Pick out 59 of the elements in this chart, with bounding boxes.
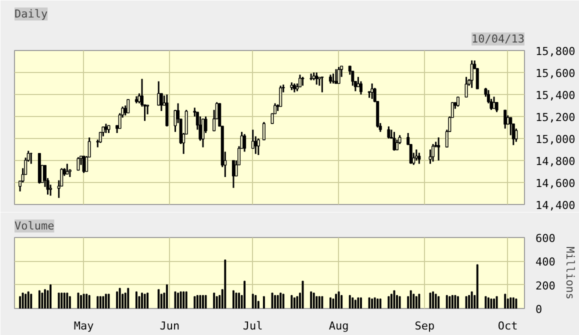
candlestick — [279, 84, 282, 108]
candlestick — [315, 72, 318, 86]
y-tick-label: 200 — [536, 279, 556, 292]
x-tick-label: Sep — [414, 320, 435, 332]
candlestick — [201, 118, 204, 148]
candlestick — [387, 126, 390, 140]
candlestick — [370, 82, 374, 100]
candlestick — [160, 92, 163, 112]
y-tick-label: 0 — [536, 303, 542, 316]
x-tick-label: Jun — [160, 320, 180, 332]
candlestick — [395, 138, 399, 151]
y-tick-label: 600 — [536, 232, 556, 245]
candlestick — [320, 76, 324, 94]
candlestick — [256, 138, 260, 156]
candlestick — [359, 80, 362, 96]
candlestick — [495, 101, 498, 113]
y-tick-label: 14,400 — [536, 199, 576, 212]
candlestick — [470, 60, 474, 89]
candlestick — [509, 116, 512, 136]
y-axis-title: Millions — [563, 246, 576, 300]
chart-title: Daily — [14, 8, 48, 20]
candlestick — [464, 76, 468, 98]
candlestick — [337, 66, 340, 84]
candlestick — [418, 152, 421, 165]
candlestick — [514, 128, 518, 143]
candlestick — [243, 133, 246, 152]
candlestick — [334, 68, 338, 84]
y-tick-label: 15,800 — [536, 45, 576, 58]
candlestick — [165, 94, 168, 128]
chart-title: Volume — [14, 220, 54, 232]
candlestick — [504, 109, 507, 130]
y-tick-label: 15,400 — [536, 89, 576, 102]
candlestick — [392, 131, 396, 152]
candlestick — [126, 98, 130, 114]
x-tick-label: Aug — [328, 320, 349, 332]
candlestick — [414, 148, 418, 162]
y-tick-label: 400 — [536, 256, 556, 269]
candlestick — [437, 136, 440, 162]
candlestick — [232, 160, 235, 189]
candlestick — [76, 156, 80, 171]
x-tick-label: Oct — [498, 320, 518, 332]
candlestick — [104, 123, 108, 134]
x-tick-label: Jul — [242, 320, 263, 332]
candlestick — [432, 143, 435, 162]
candlestick — [492, 96, 496, 110]
y-tick-label: 15,200 — [536, 111, 576, 124]
candlestick — [456, 96, 460, 108]
y-tick-label: 15,600 — [536, 67, 576, 80]
candlestick — [140, 78, 144, 108]
y-tick-label: 14,600 — [536, 177, 576, 190]
candlestick — [157, 80, 160, 106]
candlestick — [66, 163, 69, 175]
candlestick — [476, 67, 479, 90]
y-tick-label: 15,000 — [536, 133, 576, 146]
y-tick-label: 14,800 — [536, 155, 576, 168]
candlestick — [262, 121, 266, 141]
x-tick-label: May — [74, 320, 94, 332]
candlestick — [298, 74, 302, 88]
text: 10/04/13 — [472, 32, 525, 46]
